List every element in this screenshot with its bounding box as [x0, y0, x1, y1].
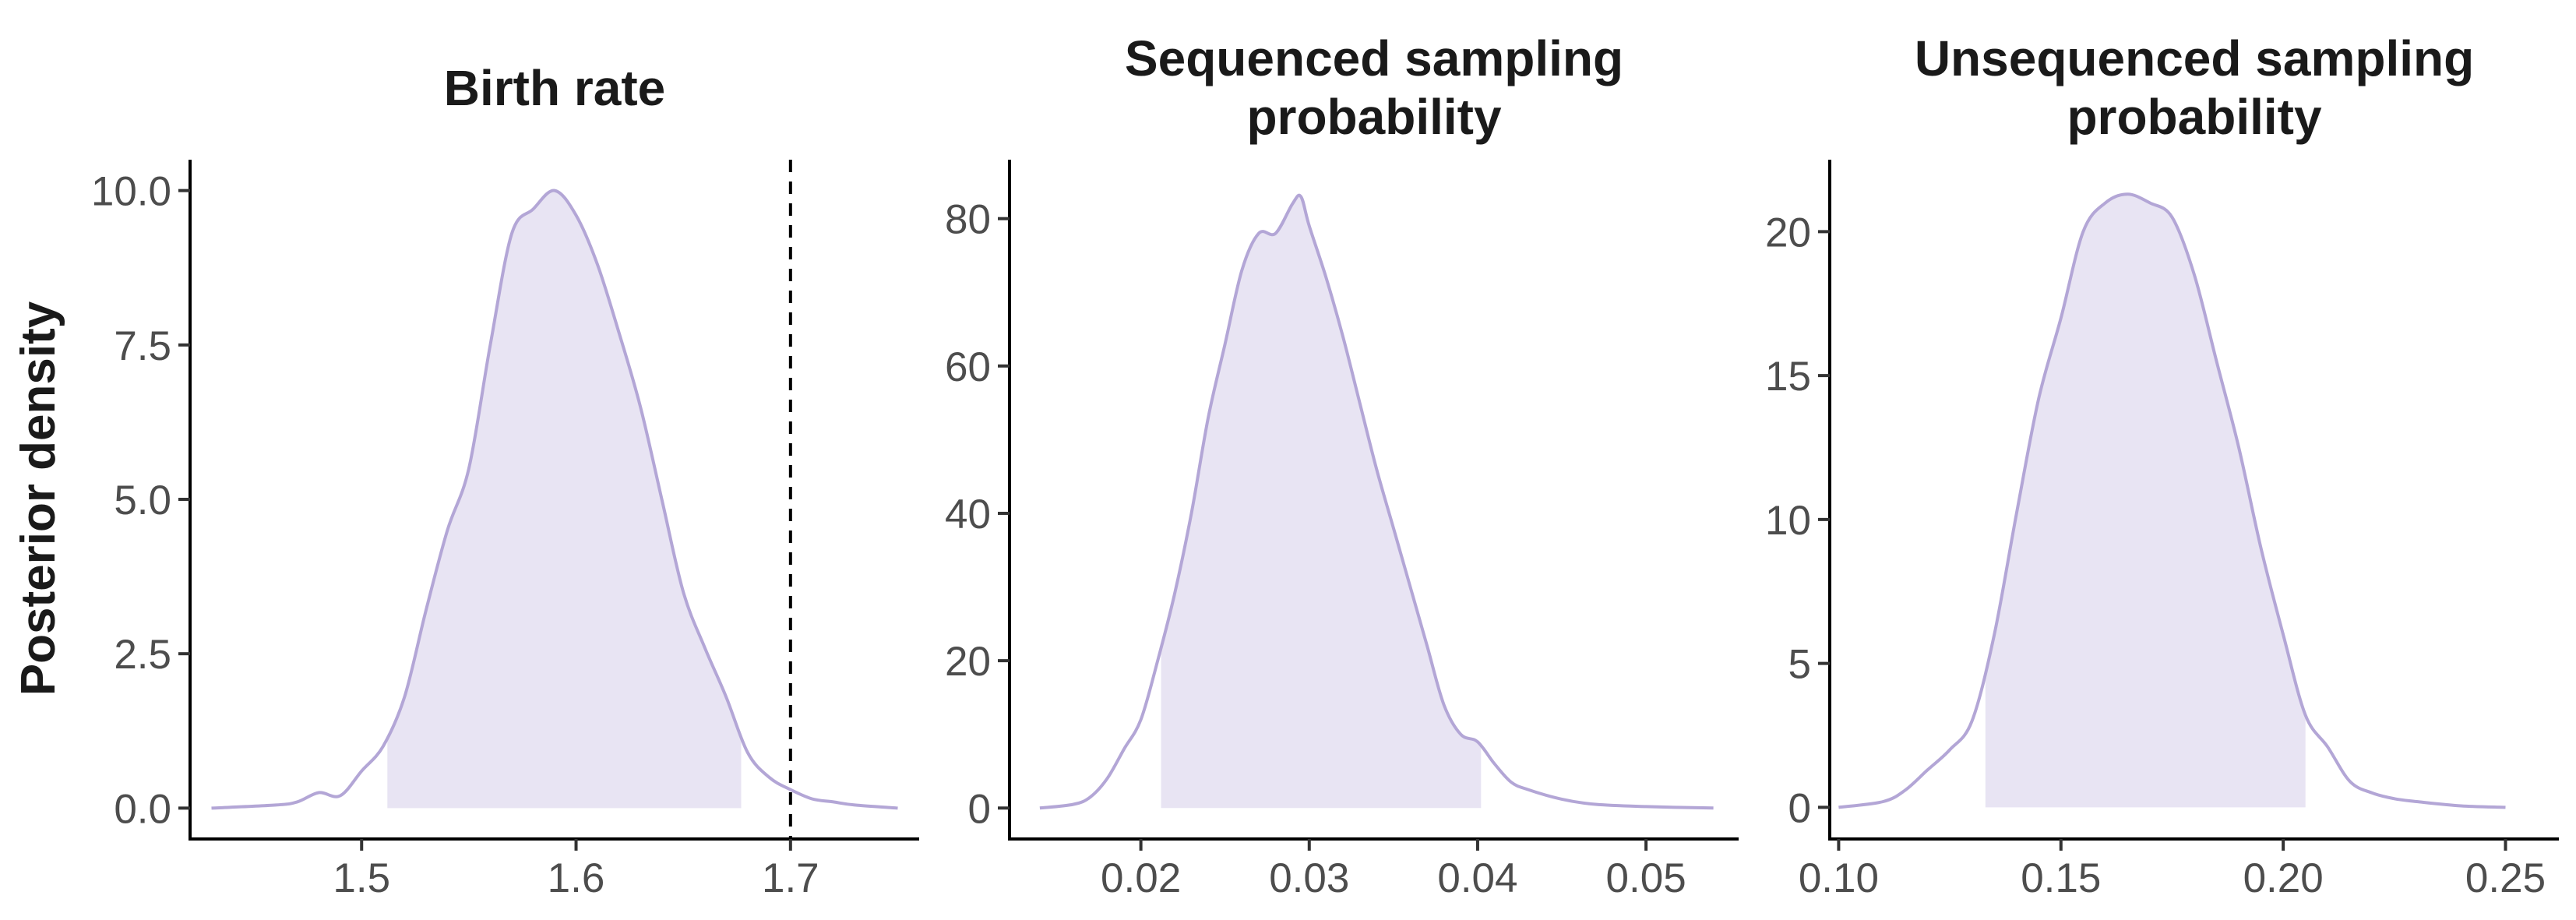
hpd-interval-area: [387, 190, 742, 809]
y-tick-label: 60: [945, 344, 991, 390]
x-tick-label: 0.03: [1269, 855, 1349, 901]
y-tick-label: 5: [1788, 642, 1811, 688]
density-curve: [1838, 192, 2506, 809]
x-tick-label: 1.5: [333, 855, 390, 901]
x-tick-label: 0.15: [2021, 855, 2101, 901]
y-tick-label: 7.5: [114, 323, 171, 369]
y-tick-label: 0: [1788, 785, 1811, 831]
x-tick-label: 0.04: [1437, 855, 1517, 901]
y-axis-label: Posterior density: [12, 301, 65, 696]
panel-title: Birth rate: [444, 60, 666, 116]
panel-title: probability: [1246, 89, 1502, 145]
y-tick-label: 20: [1765, 210, 1811, 256]
x-tick-label: 0.05: [1606, 855, 1686, 901]
density-curve: [1039, 193, 1714, 810]
x-tick-label: 0.10: [1799, 855, 1879, 901]
y-tick-label: 5.0: [114, 478, 171, 523]
x-tick-label: 1.7: [762, 855, 819, 901]
y-tick-label: 10: [1765, 498, 1811, 544]
hpd-interval-area: [1161, 195, 1482, 809]
y-tick-label: 0.0: [114, 786, 171, 832]
y-tick-label: 2.5: [114, 632, 171, 678]
y-tick-label: 0: [968, 786, 991, 832]
hpd-interval-area: [1985, 194, 2306, 808]
panel-title: Unsequenced sampling: [1915, 30, 2474, 86]
x-tick-label: 0.02: [1101, 855, 1181, 901]
panels: 0.0 2.5 5.0 7.5 10.0 1.5 1.6 1.7 Birth rate 0 20 40…: [91, 30, 2559, 901]
panel-1: 0.0 2.5 5.0 7.5 10.0 1.5 1.6 1.7 Birth rate: [91, 60, 919, 901]
x-tick-label: 0.25: [2465, 855, 2546, 901]
y-tick-label: 20: [945, 639, 991, 685]
panel-3: 0 5 10 15 20 0.10 0.15 0.20 0.25 Unsequenced samp…: [1765, 30, 2559, 901]
y-tick-label: 15: [1765, 354, 1811, 400]
panel-title: probability: [2067, 89, 2322, 145]
y-tick-label: 80: [945, 197, 991, 243]
y-tick-label: 40: [945, 492, 991, 538]
y-tick-label: 10.0: [91, 169, 171, 215]
panel-2: 0 20 40 60 80 0.02 0.03 0.04 0.05 Sequenced sampl…: [945, 30, 1739, 901]
x-tick-label: 1.6: [548, 855, 605, 901]
x-tick-label: 0.20: [2243, 855, 2324, 901]
panel-title: Sequenced sampling: [1125, 30, 1623, 86]
density-curve: [211, 189, 898, 810]
